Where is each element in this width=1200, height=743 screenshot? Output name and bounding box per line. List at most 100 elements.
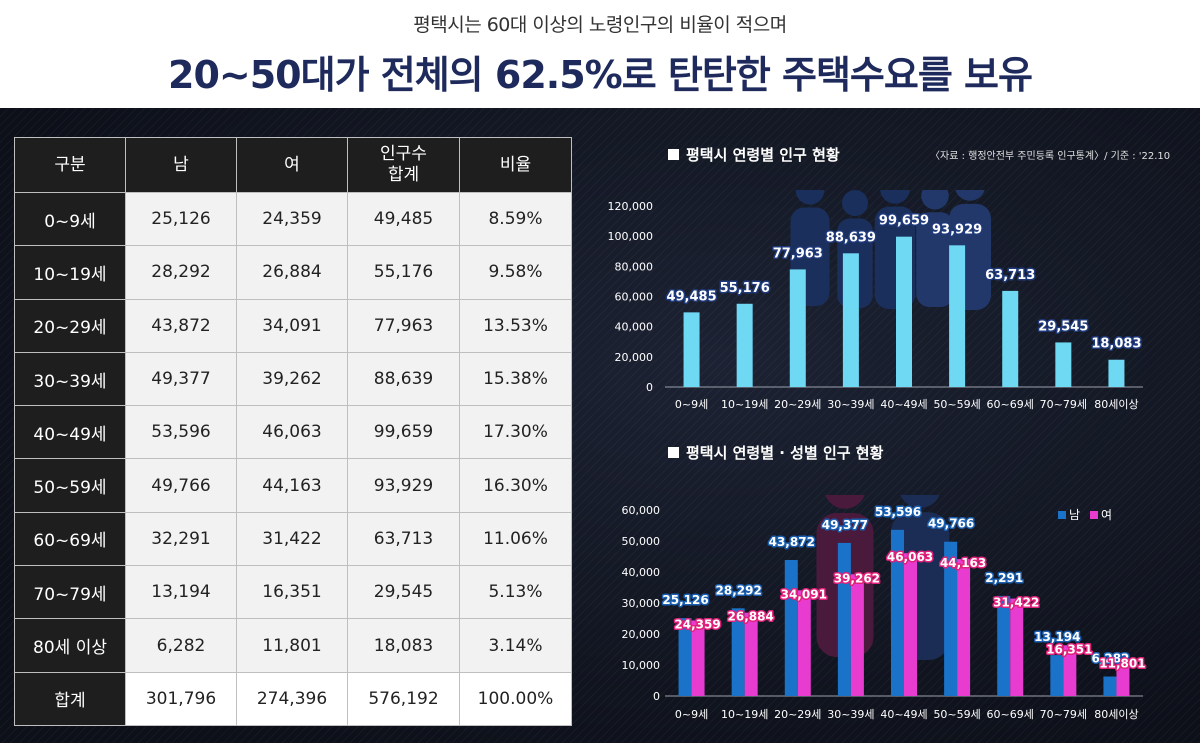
x-tick-label: 0~9세 bbox=[675, 398, 708, 411]
table-cell: 16.30% bbox=[459, 458, 572, 513]
square-bullet-icon bbox=[668, 149, 679, 160]
table-row: 60~69세 32,291 31,422 63,713 11.06% bbox=[14, 511, 572, 567]
y-tick-label: 30,000 bbox=[622, 597, 661, 610]
table-cell: 17.30% bbox=[459, 405, 572, 460]
age-gender-population-chart: 0 10,000 20,000 30,000 40,000 50,000 60,000 0~9… bbox=[622, 495, 1147, 721]
row-label: 30~39세 bbox=[14, 351, 126, 407]
male-bar bbox=[837, 542, 851, 696]
table-cell: 28,292 bbox=[125, 245, 237, 300]
table-cell: 93,929 bbox=[347, 458, 460, 513]
female-bar bbox=[957, 559, 971, 696]
table-header-row: 구분 남 여 인구수 합계 비율 bbox=[14, 137, 572, 193]
bar bbox=[683, 312, 700, 387]
male-bar bbox=[891, 529, 904, 696]
population-table: 구분 남 여 인구수 합계 비율 0~9세 25,126 24,359 49,485 8.59% 1… bbox=[14, 137, 572, 727]
table-cell: 13,194 bbox=[125, 565, 237, 620]
row-label: 합계 bbox=[14, 671, 126, 727]
row-label: 60~69세 bbox=[14, 511, 126, 567]
table-row: 80세 이상 6,282 11,801 18,083 3.14% bbox=[14, 618, 572, 673]
legend-swatch bbox=[1058, 511, 1066, 519]
y-tick-label: 0 bbox=[653, 690, 660, 703]
data-label: 29,545 bbox=[1038, 319, 1088, 334]
table-cell: 77,963 bbox=[347, 298, 460, 353]
table-row: 20~29세 43,872 34,091 77,963 13.53% bbox=[14, 298, 572, 353]
x-tick-label: 40~49세 bbox=[880, 398, 927, 411]
table-row: 50~59세 49,766 44,163 93,929 16.30% bbox=[14, 458, 572, 513]
row-label: 50~59세 bbox=[14, 458, 126, 513]
table-cell: 100.00% bbox=[459, 671, 572, 727]
table-cell: 88,639 bbox=[347, 351, 460, 407]
y-tick-label: 120,000 bbox=[608, 200, 654, 213]
page-title: 20~50대가 전체의 62.5%로 탄탄한 주택수요를 보유 bbox=[168, 53, 1033, 97]
data-label: 55,176 bbox=[720, 281, 770, 296]
y-tick-label: 60,000 bbox=[615, 291, 654, 304]
table-cell: 576,192 bbox=[347, 671, 460, 727]
male-bar bbox=[1103, 676, 1117, 696]
legend-swatch bbox=[1090, 511, 1098, 519]
male-bar bbox=[1050, 655, 1064, 696]
source-note: 〈자료 : 행정안전부 주민등록 인구통계〉/ 기준 : '22.10 bbox=[930, 151, 1171, 162]
male-data-label: 49,766 bbox=[928, 517, 974, 531]
legend-label: 여 bbox=[1101, 508, 1112, 522]
male-data-label: 13,194 bbox=[1034, 630, 1080, 644]
header: 평택시는 60대 이상의 노령인구의 비율이 적으며 20~50대가 전체의 6… bbox=[0, 0, 1200, 108]
female-bar bbox=[1010, 598, 1024, 696]
table-row: 합계 301,796 274,396 576,192 100.00% bbox=[14, 671, 572, 727]
x-tick-label: 80세이상 bbox=[1094, 708, 1138, 721]
female-data-label: 44,163 bbox=[940, 556, 986, 570]
table-cell: 6,282 bbox=[125, 618, 237, 673]
male-data-label: 53,596 bbox=[875, 505, 921, 519]
bar bbox=[736, 303, 753, 387]
male-bar bbox=[944, 541, 958, 696]
square-bullet-icon bbox=[668, 447, 679, 458]
male-data-label: 6,282 bbox=[1091, 652, 1129, 666]
table-cell: 16,351 bbox=[236, 565, 348, 620]
bar bbox=[1108, 359, 1125, 387]
male-bar bbox=[678, 618, 692, 696]
y-tick-label: 20,000 bbox=[615, 351, 654, 364]
x-tick-label: 10~19세 bbox=[721, 708, 768, 721]
x-tick-label: 60~69세 bbox=[987, 398, 1034, 411]
table-cell: 11.06% bbox=[459, 511, 572, 567]
table-cell: 49,485 bbox=[347, 191, 460, 247]
female-data-label: 16,351 bbox=[1046, 642, 1092, 656]
data-label: 99,659 bbox=[879, 214, 929, 229]
data-label: 77,963 bbox=[773, 246, 823, 261]
data-label: 93,929 bbox=[932, 222, 982, 237]
table-cell: 25,126 bbox=[125, 191, 237, 247]
male-bar bbox=[997, 595, 1011, 696]
table-cell: 32,291 bbox=[125, 511, 237, 567]
bar bbox=[842, 253, 859, 387]
y-tick-label: 100,000 bbox=[608, 230, 654, 243]
column-header: 구분 bbox=[14, 137, 126, 193]
table-cell: 46,063 bbox=[236, 405, 348, 460]
x-tick-label: 0~9세 bbox=[675, 708, 708, 721]
table-cell: 301,796 bbox=[125, 671, 237, 727]
female-bar bbox=[1063, 645, 1077, 696]
row-label: 70~79세 bbox=[14, 565, 126, 620]
female-data-label: 26,884 bbox=[728, 610, 774, 624]
table-cell: 8.59% bbox=[459, 191, 572, 247]
table-cell: 13.53% bbox=[459, 298, 572, 353]
table-cell: 18,083 bbox=[347, 618, 460, 673]
table-cell: 49,766 bbox=[125, 458, 237, 513]
table-cell: 3.14% bbox=[459, 618, 572, 673]
x-tick-label: 30~39세 bbox=[827, 398, 874, 411]
male-data-label: 28,292 bbox=[716, 583, 762, 597]
male-bar bbox=[731, 608, 745, 696]
table-body: 0~9세 25,126 24,359 49,485 8.59% 10~19세 28,292 2… bbox=[14, 191, 572, 727]
bar bbox=[789, 269, 806, 387]
data-label: 49,485 bbox=[666, 289, 716, 304]
x-tick-label: 20~29세 bbox=[774, 398, 821, 411]
female-bar bbox=[744, 612, 758, 696]
x-tick-label: 40~49세 bbox=[880, 708, 927, 721]
male-bar bbox=[784, 559, 798, 696]
bar bbox=[1002, 290, 1019, 387]
male-data-label: 43,872 bbox=[769, 535, 815, 549]
age-population-chart: 0 20,000 40,000 60,000 80,000 100,000 120,000 0… bbox=[608, 190, 1143, 411]
bar bbox=[949, 245, 966, 387]
y-tick-label: 40,000 bbox=[615, 321, 654, 334]
row-label: 0~9세 bbox=[14, 191, 126, 247]
table-cell: 9.58% bbox=[459, 245, 572, 300]
female-bar bbox=[797, 590, 811, 696]
